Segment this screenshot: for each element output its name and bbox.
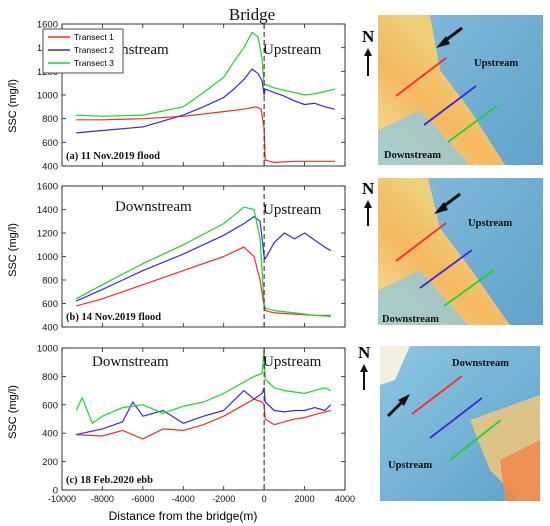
map-transect-2-c: [429, 397, 483, 439]
y-tick-label-c-1: 200: [42, 457, 58, 468]
y-tick-label-c-5: 1000: [37, 344, 58, 355]
chart-panel-c: 0 200 400 600 800 1000 -10000 -8000 -6000 -4000 -2…: [37, 344, 355, 505]
legend-label-transect-3: Transect 3: [74, 58, 114, 68]
chart-panel-b: 400 600 800 1000 1200 1400 1600 Downstream Upstr…: [37, 182, 346, 334]
north-arrow-head-icon-b: [364, 200, 372, 208]
map-label-upstream-c: Upstream: [388, 460, 432, 471]
y-axis-label-a: SSC (mg/l): [7, 79, 19, 133]
map-transect-2-a: [423, 85, 477, 126]
region-label-upstream-a: Upstream: [263, 42, 322, 58]
map-label-downstream-a: Downstream: [384, 150, 441, 161]
map-label-upstream-b: Upstream: [468, 218, 512, 229]
y-tick-label-b-1: 600: [42, 299, 58, 310]
series-line-a-transect-2: [76, 68, 336, 134]
map-label-downstream-c: Downstream: [452, 358, 509, 369]
series-line-a-transect-3: [76, 31, 336, 117]
map-transect-2-b: [419, 249, 473, 289]
bridge-label: Bridge: [229, 5, 275, 24]
plot-frame-c: [61, 347, 346, 491]
series-line-c-transect-3: [75, 348, 332, 424]
x-tick-label-c-2: -6000: [131, 494, 154, 504]
legend-label-transect-2: Transect 2: [74, 45, 114, 55]
y-tick-label-a-1: 600: [42, 138, 58, 149]
map-label-upstream-a: Upstream: [474, 58, 518, 69]
panel-annotation-b: (b) 14 Nov.2019 flood: [66, 312, 161, 323]
north-label-c: N: [358, 343, 371, 362]
panel-annotation-a: (a) 11 Nov.2019 flood: [66, 151, 160, 162]
series-line-b-transect-2: [75, 216, 332, 302]
series-line-a-transect-1: [76, 106, 335, 163]
series-line-c-transect-2: [76, 387, 332, 436]
map-transect-1-a: [395, 57, 447, 97]
region-label-downstream-c: Downstream: [92, 354, 169, 370]
map-water-lower-b: [378, 270, 468, 325]
x-axis-label: Distance from the bridge(m): [109, 509, 258, 523]
y-axis-label-c: SSC (mg/l): [7, 385, 19, 439]
y-tick-label-a-0: 400: [42, 162, 58, 173]
map-b: N Upstream Downstream: [362, 178, 543, 325]
x-tick-label-c-7: 4000: [335, 494, 355, 504]
north-arrow-head-icon-a: [364, 48, 372, 56]
north-arrow-head-icon-c: [360, 364, 368, 372]
flow-arrow-head-icon-c: [398, 394, 410, 406]
y-tick-label-b-2: 800: [42, 276, 58, 287]
map-land-bottomright-c: [500, 440, 540, 501]
panel-annotation-c: (c) 18 Feb.2020 ebb: [66, 475, 153, 486]
map-transect-1-b: [395, 222, 447, 262]
legend: Transect 1 Transect 2 Transect 3: [42, 28, 124, 74]
y-tick-label-c-3: 600: [42, 400, 58, 411]
series-line-b-transect-1: [76, 246, 331, 316]
series-line-c-transect-1: [76, 398, 331, 440]
x-tick-label-c-1: -8000: [91, 494, 114, 504]
y-tick-label-a-3: 1000: [37, 91, 58, 102]
map-transect-1-c: [411, 375, 463, 415]
north-label-a: N: [362, 27, 375, 46]
y-tick-label-a-6: 1600: [37, 20, 58, 31]
x-tick-label-c-5: 0: [262, 494, 267, 504]
y-tick-label-b-3: 1000: [37, 252, 58, 263]
map-a: N Upstream Downstream: [362, 15, 543, 165]
y-tick-label-c-4: 800: [42, 372, 58, 383]
y-tick-label-b-6: 1600: [37, 182, 58, 193]
map-label-downstream-b: Downstream: [382, 314, 439, 325]
y-tick-label-c-2: 400: [42, 429, 58, 440]
y-tick-label-c-0: 0: [53, 486, 58, 497]
map-water-b: [428, 178, 543, 325]
flow-arrow-head-icon-a: [436, 36, 450, 48]
map-c: N Downstream Upstream: [358, 343, 540, 501]
map-water-lower-a: [378, 110, 470, 165]
y-tick-label-b-4: 1200: [37, 229, 58, 240]
x-tick-label-c-6: 2000: [295, 494, 315, 504]
x-tick-label-c-4: -2000: [212, 494, 235, 504]
map-land-topleft-c: [380, 346, 410, 385]
map-transect-3-b: [443, 269, 495, 307]
y-tick-label-b-5: 1400: [37, 205, 58, 216]
region-label-downstream-b: Downstream: [115, 199, 192, 215]
region-label-upstream-c: Upstream: [263, 354, 322, 370]
x-tick-label-c-3: -4000: [172, 494, 195, 504]
y-tick-label-a-2: 800: [42, 114, 58, 125]
series-line-b-transect-3: [75, 206, 331, 317]
y-axis-label-b: SSC (mg/l): [7, 223, 19, 277]
y-tick-label-b-0: 400: [42, 323, 58, 334]
map-transect-3-a: [447, 105, 498, 143]
x-tick-label-c-0: -10000: [48, 494, 76, 504]
map-transect-3-c: [449, 419, 502, 461]
region-label-upstream-b: Upstream: [263, 202, 322, 218]
map-water-a: [430, 15, 543, 165]
legend-label-transect-1: Transect 1: [74, 32, 114, 42]
north-label-b: N: [362, 179, 375, 198]
flow-arrow-head-icon-b: [434, 202, 448, 214]
